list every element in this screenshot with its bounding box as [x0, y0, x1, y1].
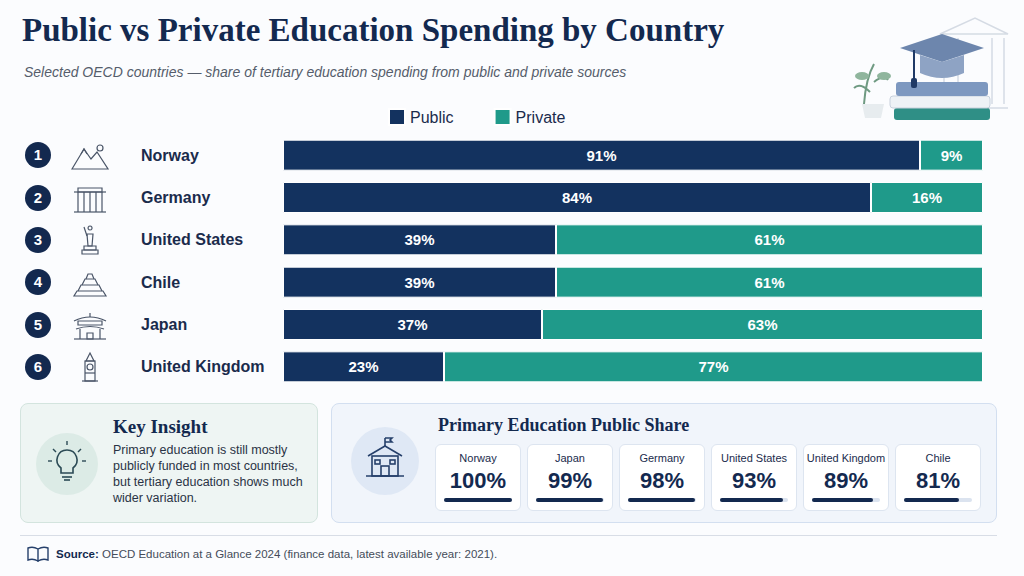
html-text:Key Insight: Key Insight — [113, 416, 208, 437]
html-text:Selected OECD countries — shar: Selected OECD countries — share of terti… — [24, 64, 627, 80]
svg-text:United Kingdom: United Kingdom — [141, 358, 265, 375]
svg-text:Private: Private — [516, 109, 566, 126]
svg-text:16%: 16% — [912, 189, 942, 206]
svg-text:39%: 39% — [404, 231, 434, 248]
html-text:Norway: Norway — [459, 452, 497, 464]
html-text:81%: 81% — [916, 468, 960, 493]
html-text:Primary Education Public Share: Primary Education Public Share — [438, 415, 690, 435]
html-text:1: 1 — [33, 146, 43, 164]
html-text:Chile: Chile — [925, 452, 951, 464]
html-text:5: 5 — [33, 315, 43, 333]
html-text:89%: 89% — [824, 468, 868, 493]
svg-text:77%: 77% — [698, 358, 728, 375]
html-text:98%: 98% — [640, 468, 684, 493]
svg-text:Germany: Germany — [141, 189, 210, 206]
svg-text:84%: 84% — [562, 189, 592, 206]
svg-text:39%: 39% — [404, 274, 434, 291]
svg-text:23%: 23% — [348, 358, 378, 375]
html-text:Germany: Germany — [639, 452, 685, 464]
html-text:Public vs Private Education Sp: Public vs Private Education Spending by … — [22, 12, 725, 48]
html-text:6: 6 — [33, 357, 43, 375]
svg-text:61%: 61% — [754, 274, 784, 291]
svg-text:Chile: Chile — [141, 274, 180, 291]
svg-text:Japan: Japan — [141, 316, 187, 333]
svg-text:61%: 61% — [754, 231, 784, 248]
html-text:100%: 100% — [449, 468, 507, 493]
svg-text:91%: 91% — [586, 147, 616, 164]
svg-text:63%: 63% — [747, 316, 777, 333]
html-text:3: 3 — [33, 230, 43, 248]
html-text:Japan: Japan — [555, 452, 585, 464]
svg-text:United States: United States — [141, 231, 243, 248]
html-text:4: 4 — [33, 273, 43, 291]
html-text:Source: OECD Education at a Gl: Source: OECD Education at a Glance 2024 … — [56, 548, 498, 560]
svg-text:Public: Public — [410, 109, 454, 126]
html-text:99%: 99% — [548, 468, 592, 493]
html-text:2: 2 — [33, 188, 43, 206]
html-text:93%: 93% — [732, 468, 776, 493]
html-text:Primary education is still mos: Primary education is still mostly public… — [113, 443, 303, 505]
html-text:United States: United States — [721, 452, 787, 464]
html-text:United Kingdom: United Kingdom — [806, 452, 886, 464]
svg-text:37%: 37% — [397, 316, 427, 333]
svg-text:9%: 9% — [941, 147, 963, 164]
svg-text:Norway: Norway — [141, 147, 199, 164]
